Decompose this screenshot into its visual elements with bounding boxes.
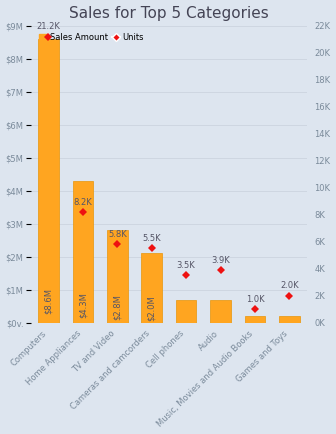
Text: 5.8K: 5.8K [108,230,127,239]
Text: 3.9K: 3.9K [211,256,230,265]
Bar [141,253,162,322]
Text: 5.5K: 5.5K [142,234,161,243]
Title: Sales for Top 5 Categories: Sales for Top 5 Categories [69,6,269,20]
Legend: Sales Amount, Units: Sales Amount, Units [35,30,148,46]
Text: $2.0M: $2.0M [147,295,156,321]
Text: 21.2K: 21.2K [37,22,60,31]
Text: $4.3M: $4.3M [78,293,87,319]
Bar [107,230,128,322]
Bar [176,299,197,322]
Text: 2.0K: 2.0K [280,281,299,290]
Bar [38,39,59,322]
Bar [245,316,265,322]
Text: 8.2K: 8.2K [74,198,92,207]
Bar [279,316,300,322]
Bar [73,181,93,322]
Text: $8.6M: $8.6M [44,288,53,314]
Text: $2.8M: $2.8M [113,294,122,320]
Text: 3.5K: 3.5K [177,261,196,270]
Text: 1.0K: 1.0K [246,295,264,304]
Bar [210,299,231,322]
